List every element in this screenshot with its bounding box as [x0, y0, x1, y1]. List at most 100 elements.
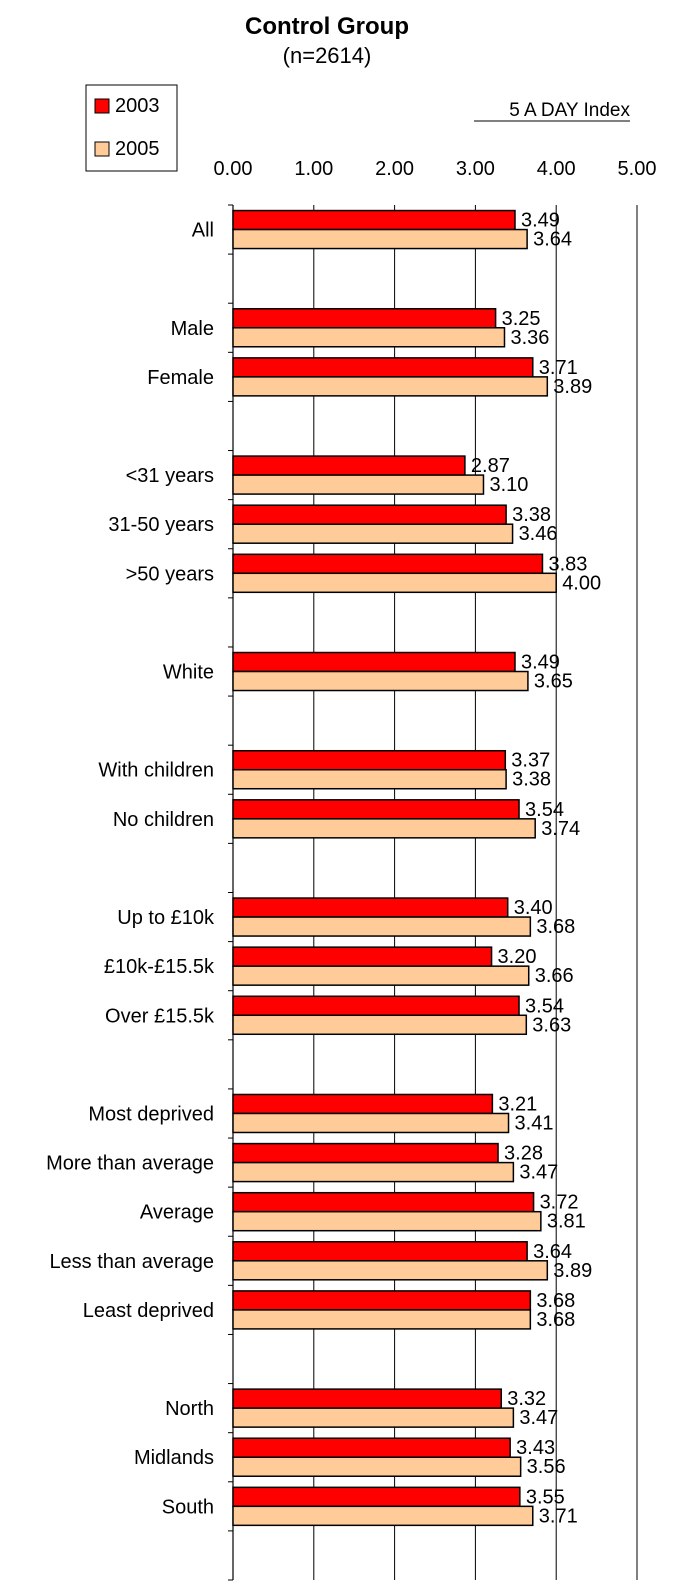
value-label: 3.49 [521, 210, 560, 232]
bar-2005 [232, 1309, 532, 1330]
bar-2003 [232, 553, 544, 575]
value-label: 3.74 [541, 818, 580, 840]
value-label: 3.20 [498, 946, 537, 968]
category-axis [228, 204, 234, 1581]
value-label: 3.89 [553, 1260, 592, 1282]
x-tick-label: 0.00 [214, 158, 253, 180]
bar-2003 [232, 308, 497, 329]
legend-swatch-2005 [94, 141, 110, 157]
value-label: 4.00 [562, 572, 601, 594]
value-label: 3.38 [512, 504, 551, 526]
bar-2003 [232, 995, 520, 1017]
bar-2005 [232, 1456, 522, 1477]
value-label: 3.37 [511, 750, 550, 772]
category-label: Midlands [134, 1447, 214, 1469]
bar-2003 [232, 455, 466, 476]
bar-2005 [232, 768, 507, 790]
bar-2003 [232, 897, 509, 918]
value-label: 3.49 [521, 652, 560, 674]
value-label: 3.68 [536, 1309, 575, 1331]
value-label: 3.36 [510, 327, 549, 349]
value-label: 3.25 [502, 308, 541, 330]
category-label: North [165, 1398, 214, 1420]
value-label: 3.63 [532, 1014, 571, 1036]
value-label: 3.65 [534, 671, 573, 693]
category-label: Over £15.5k [105, 1005, 215, 1027]
bar-2003 [232, 946, 493, 967]
bar-2005 [232, 1407, 515, 1428]
value-labels: 3.493.643.253.363.713.892.873.103.383.46… [471, 210, 601, 1528]
value-label: 3.32 [507, 1388, 546, 1410]
bar-2005 [232, 818, 536, 839]
value-label: 3.38 [512, 769, 551, 791]
bar-2005 [232, 474, 485, 495]
bar-2005 [232, 965, 530, 986]
value-label: 2.87 [471, 455, 510, 477]
category-labels: All Male Female <31 years 31-50 years >50 yea… [46, 220, 215, 1519]
bar-2005 [232, 1112, 510, 1134]
bar-2005 [232, 1505, 534, 1527]
category-label: More than average [46, 1153, 214, 1175]
category-label: Male [171, 318, 214, 340]
bar-2003 [232, 1241, 528, 1262]
value-label: 3.72 [540, 1192, 579, 1214]
bar-2005 [232, 327, 506, 348]
value-label: 3.43 [516, 1437, 555, 1459]
category-label: All [192, 220, 214, 242]
category-label: Least deprived [83, 1300, 214, 1322]
value-label: 3.89 [553, 376, 592, 398]
bar-2003 [232, 504, 507, 525]
value-label: 3.66 [535, 965, 574, 987]
chart-subtitle: (n=2614) [283, 43, 372, 68]
category-label: £10k-£15.5k [104, 956, 215, 978]
value-label: 3.47 [519, 1162, 558, 1184]
x-tick-label: 2.00 [375, 158, 414, 180]
bar-2003 [232, 209, 516, 231]
legend: 2003 2005 [85, 84, 178, 172]
value-label: 3.83 [548, 553, 587, 575]
bar-2005 [232, 670, 529, 692]
category-label: Up to £10k [117, 907, 215, 929]
legend-label-2005: 2005 [115, 138, 160, 160]
value-label: 3.68 [536, 916, 575, 938]
value-label: 3.54 [525, 995, 564, 1017]
bar-2005 [232, 1210, 542, 1232]
bar-2005 [232, 916, 532, 937]
value-label: 3.21 [498, 1093, 537, 1115]
value-label: 3.81 [547, 1211, 586, 1233]
value-label: 3.64 [533, 229, 572, 251]
bars [232, 209, 557, 1527]
x-tick-labels: 0.00 1.00 2.00 3.00 4.00 5.00 [214, 158, 657, 180]
legend-label-2003: 2003 [115, 95, 160, 117]
bar-2005 [232, 1161, 515, 1183]
value-label: 3.64 [533, 1241, 572, 1263]
category-label: Female [147, 367, 214, 389]
bar-2003 [232, 1388, 503, 1409]
bar-2003 [232, 1290, 532, 1311]
bar-2003 [232, 1437, 511, 1458]
index-label: 5 A DAY Index [509, 100, 630, 121]
chart-title: Control Group [245, 13, 409, 40]
bar-2003 [232, 1142, 499, 1164]
bar-2003 [232, 1093, 494, 1115]
value-label: 3.40 [514, 897, 553, 919]
bar-2005 [232, 1260, 549, 1281]
bar-2005 [232, 572, 557, 594]
value-label: 3.28 [504, 1143, 543, 1165]
category-label: Average [140, 1202, 214, 1224]
bar-2005 [232, 1014, 528, 1036]
value-label: 3.47 [519, 1407, 558, 1429]
value-label: 3.55 [526, 1486, 565, 1508]
category-label: >50 years [126, 563, 214, 585]
value-label: 3.41 [515, 1112, 554, 1134]
x-tick-label: 4.00 [537, 158, 576, 180]
category-label: 31-50 years [108, 514, 214, 536]
category-label: With children [98, 760, 214, 782]
bar-2003 [232, 749, 507, 771]
value-label: 3.71 [539, 357, 578, 379]
category-label: White [163, 662, 214, 684]
x-tick-label: 1.00 [294, 158, 333, 180]
bar-2003 [232, 651, 516, 673]
gridlines [313, 205, 638, 1580]
